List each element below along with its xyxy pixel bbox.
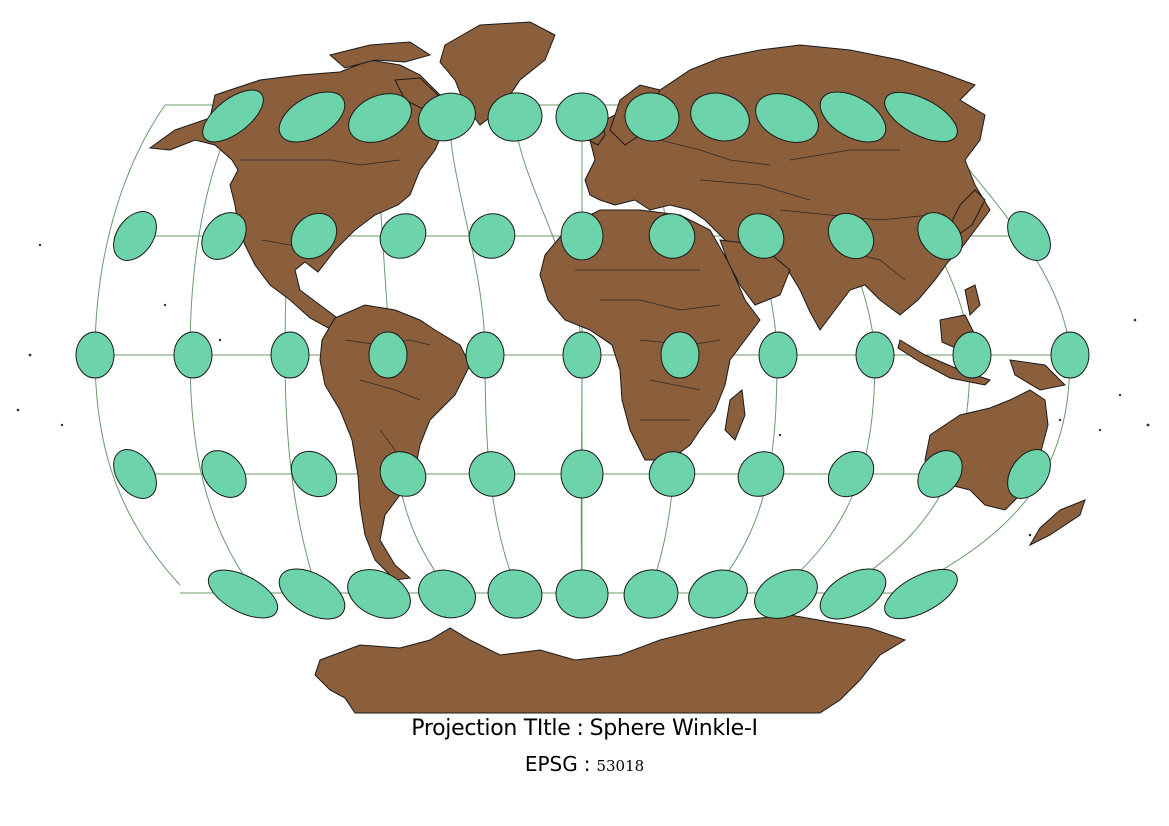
projection-title-separator: :	[576, 716, 584, 741]
arctic-islands	[328, 41, 432, 69]
philippines	[964, 284, 981, 317]
madagascar	[724, 389, 746, 441]
south-america	[319, 304, 471, 581]
projection-title: Projection TItle: Sphere Winkle-I	[0, 716, 1169, 741]
eurasia	[584, 44, 991, 331]
new-guinea	[1009, 359, 1067, 391]
epsg-separator: :	[583, 752, 591, 776]
epsg-code: 53018	[596, 757, 645, 775]
africa	[539, 209, 761, 461]
epsg-caption: EPSG:53018	[0, 752, 1169, 776]
epsg-label: EPSG	[524, 752, 578, 776]
projection-name: Sphere Winkle-I	[589, 716, 758, 741]
antarctica	[314, 614, 907, 714]
tissot-indicatrix	[75, 89, 1090, 620]
new-zealand	[1028, 499, 1086, 547]
projection-title-label: Projection TItle	[411, 716, 571, 741]
